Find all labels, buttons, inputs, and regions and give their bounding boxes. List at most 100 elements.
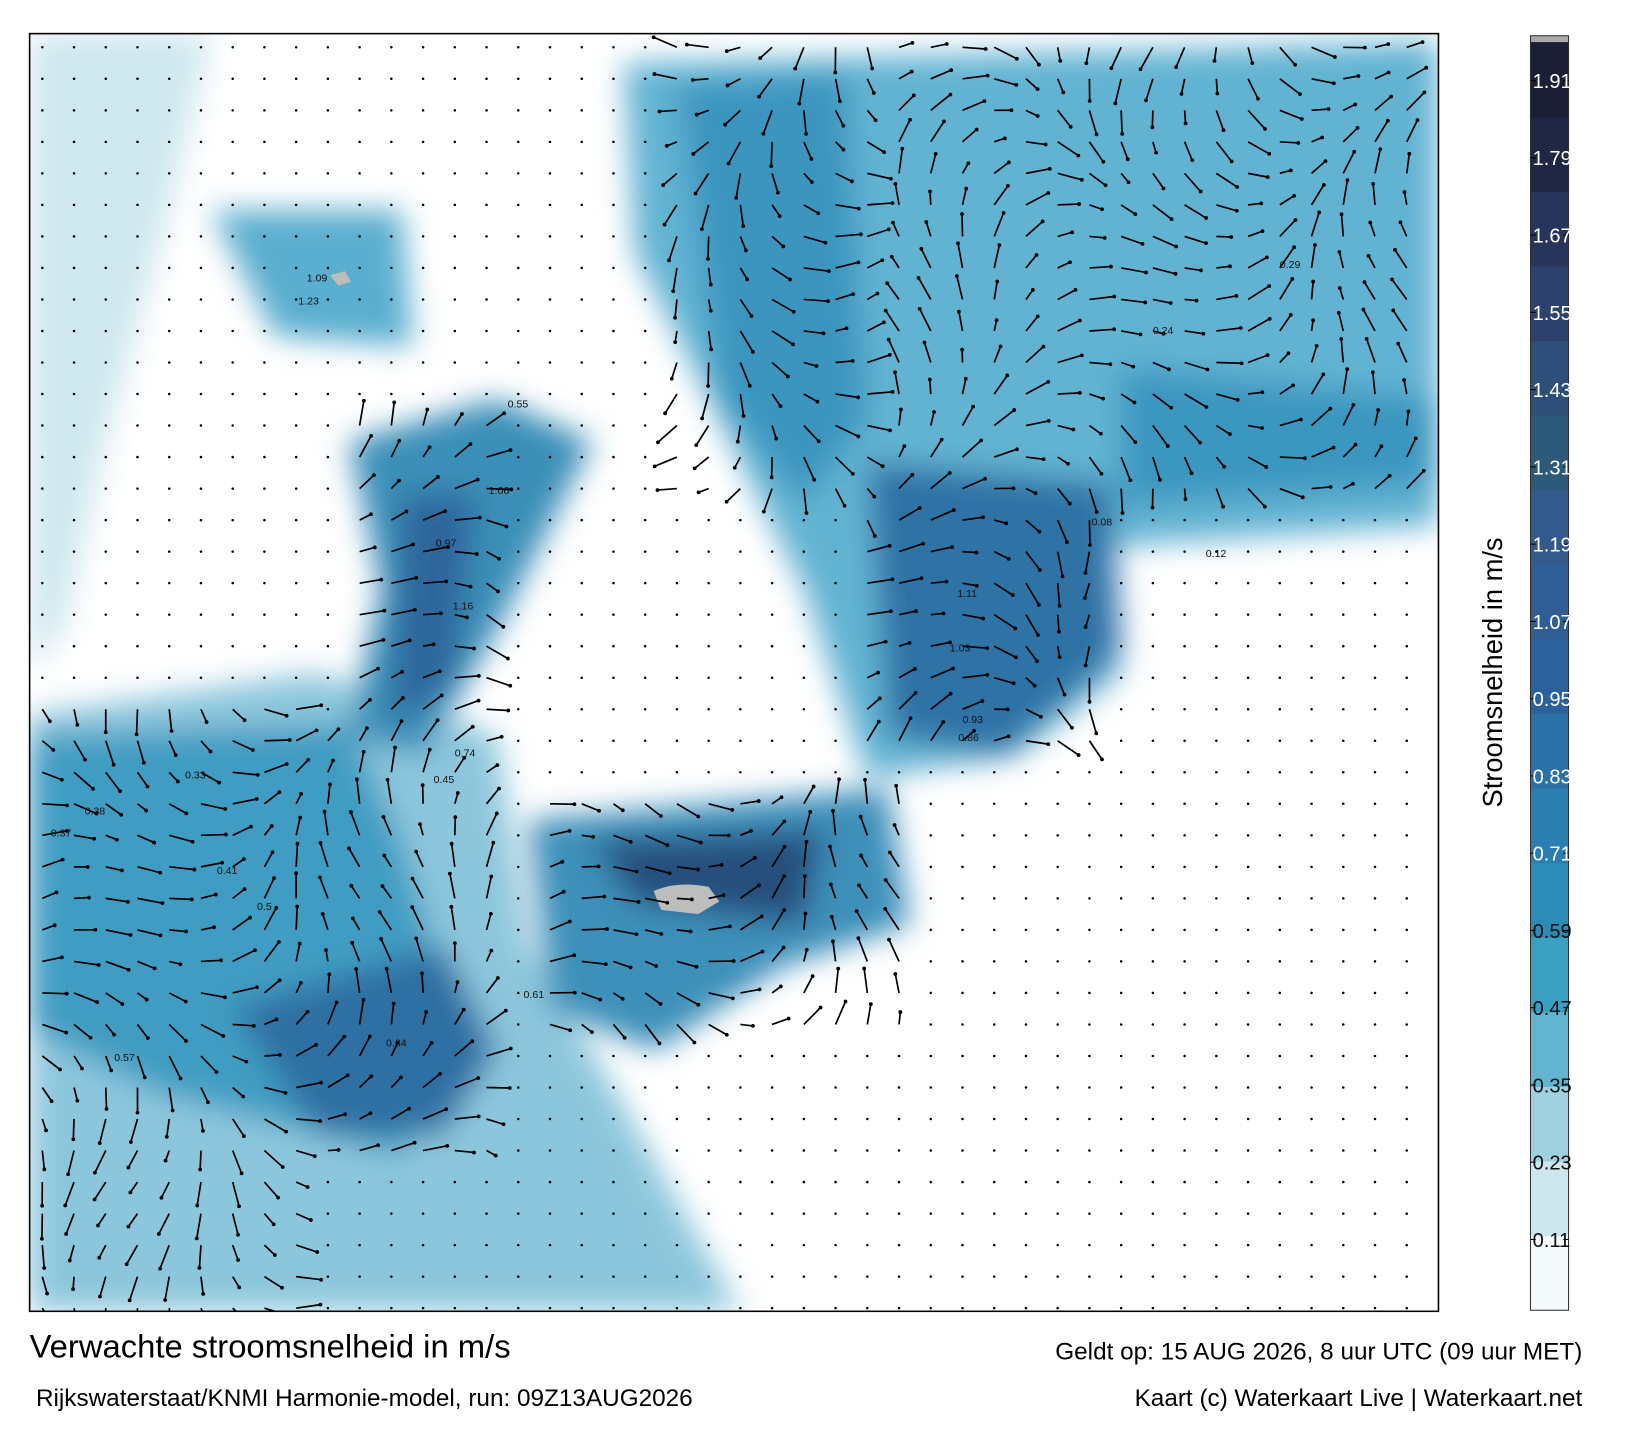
arrow-head xyxy=(236,1232,240,1237)
arrow xyxy=(200,771,220,784)
arrow-head xyxy=(1424,65,1429,70)
arrow-head xyxy=(1014,655,1018,660)
arrow-head xyxy=(111,762,116,767)
arrow xyxy=(860,855,869,868)
arrow xyxy=(866,721,880,742)
dot xyxy=(866,1086,869,1089)
arrow-head xyxy=(75,722,80,727)
dot xyxy=(1246,771,1250,774)
arrow xyxy=(653,36,678,49)
arrow xyxy=(1120,110,1124,134)
arrow-head xyxy=(1204,216,1209,220)
arrow-head xyxy=(856,936,861,941)
arrow xyxy=(263,1118,287,1133)
dot xyxy=(72,455,76,459)
arrow xyxy=(1152,456,1161,481)
dot xyxy=(136,203,139,207)
arrow-head xyxy=(898,1010,903,1014)
arrow xyxy=(1311,77,1334,85)
dot xyxy=(104,424,108,427)
arrow xyxy=(676,897,692,901)
dot xyxy=(1119,1054,1123,1058)
arrow xyxy=(771,425,778,439)
arrow-head xyxy=(1391,308,1396,313)
dot xyxy=(1278,928,1282,932)
arrow-head xyxy=(1298,92,1302,96)
dot xyxy=(1215,1243,1218,1247)
arrow-head xyxy=(981,515,985,520)
arrow xyxy=(486,582,499,593)
dot xyxy=(517,140,520,144)
arrow-head xyxy=(922,340,927,345)
arrow xyxy=(884,879,900,899)
arrow-head xyxy=(93,927,98,932)
arrow-head xyxy=(455,791,460,795)
arrow-head xyxy=(856,434,861,439)
arrow xyxy=(894,372,900,395)
arrow xyxy=(422,719,439,742)
dot xyxy=(643,298,647,301)
arrow xyxy=(1247,318,1271,332)
arrow xyxy=(834,779,840,804)
dot xyxy=(675,1212,679,1215)
dot xyxy=(485,109,488,112)
arrow-head xyxy=(1144,270,1148,275)
arrow-head xyxy=(760,949,765,954)
arrow-head xyxy=(103,730,108,735)
arrow xyxy=(1374,409,1380,426)
dot xyxy=(485,46,488,49)
arrow xyxy=(895,785,900,804)
dot xyxy=(961,1086,964,1089)
arrow xyxy=(231,1276,240,1288)
arrow-head xyxy=(1293,62,1298,67)
arrow xyxy=(104,1087,108,1110)
arrow-head xyxy=(1040,219,1045,224)
arrow xyxy=(1374,120,1389,143)
dot xyxy=(739,613,742,616)
arrow-head xyxy=(696,867,700,872)
dot xyxy=(548,613,552,616)
dot xyxy=(1024,1212,1028,1215)
dot xyxy=(1151,928,1155,932)
dot xyxy=(41,644,44,648)
arrow xyxy=(1279,195,1295,206)
dot xyxy=(136,329,139,333)
dot xyxy=(453,140,457,144)
arrow-head xyxy=(1291,383,1296,388)
arrow-head xyxy=(803,911,808,916)
dot xyxy=(897,1306,901,1310)
dot xyxy=(358,1275,361,1278)
arrow-head xyxy=(761,509,766,514)
arrow-head xyxy=(1290,277,1295,281)
dot xyxy=(612,676,615,679)
arrow xyxy=(962,673,988,679)
arrow xyxy=(486,412,505,427)
dot xyxy=(1151,1243,1155,1247)
arrow-head xyxy=(128,933,133,937)
arrow-head xyxy=(237,1285,242,1290)
dot xyxy=(580,1275,583,1278)
arrow-head xyxy=(1112,294,1117,299)
arrow-head xyxy=(444,579,449,584)
arrow xyxy=(644,866,670,875)
arrow xyxy=(486,519,507,528)
arrow xyxy=(668,236,678,261)
dot xyxy=(548,77,552,81)
arrow xyxy=(771,1017,789,1026)
arrow xyxy=(295,1244,318,1253)
arrow-head xyxy=(1067,501,1072,506)
dot xyxy=(326,235,330,238)
arrow xyxy=(73,896,89,900)
dot xyxy=(231,266,234,270)
arrow-head xyxy=(741,224,746,229)
dot xyxy=(41,172,44,175)
dot xyxy=(326,77,330,81)
arrow xyxy=(1057,172,1083,181)
arrow-head xyxy=(1112,327,1117,332)
arrow-head xyxy=(287,738,292,742)
dot xyxy=(612,1306,615,1310)
dot xyxy=(770,1243,774,1247)
arrow-head xyxy=(924,220,929,224)
arrow-head xyxy=(431,642,436,647)
dot xyxy=(1278,865,1282,869)
